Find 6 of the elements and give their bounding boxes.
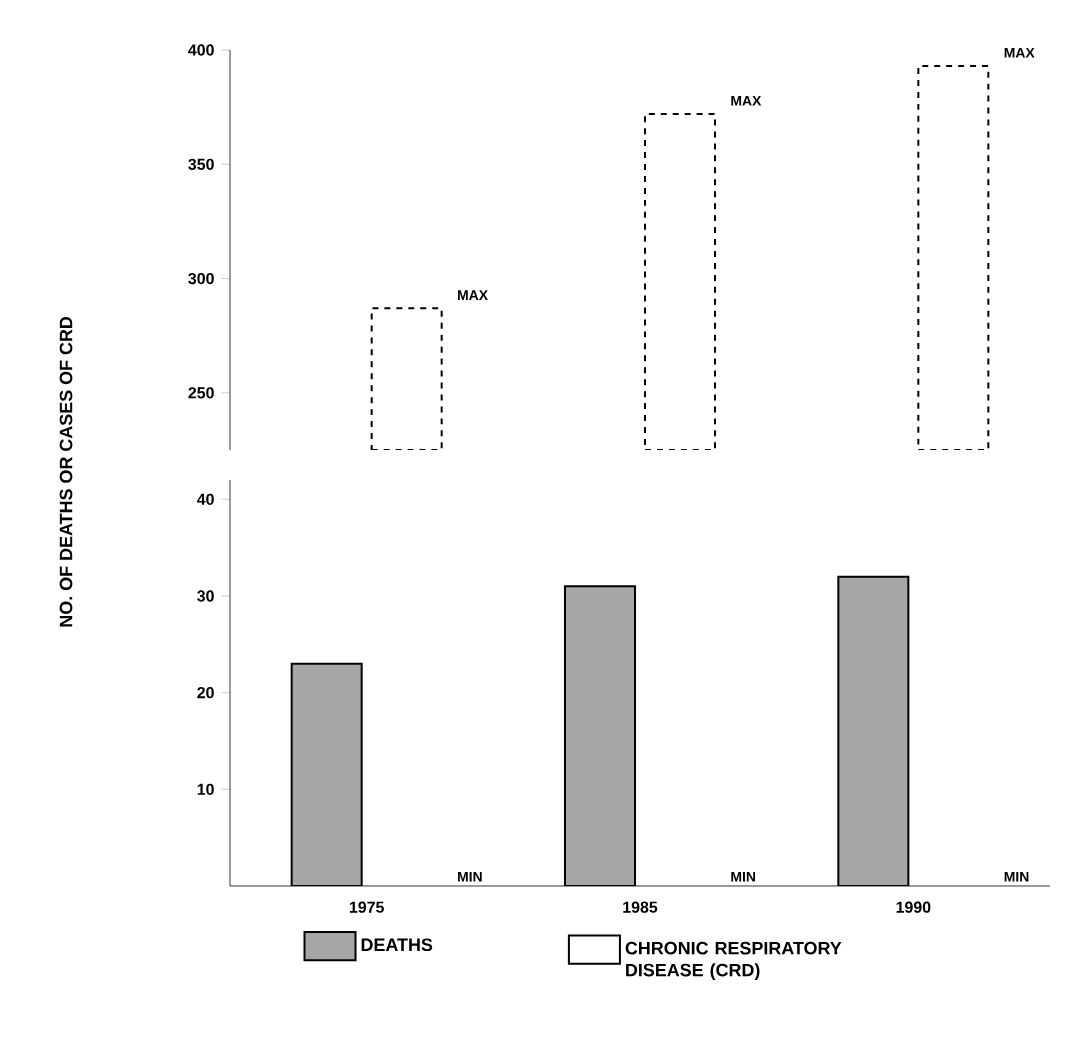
bar — [564, 585, 636, 886]
text: CHRONIC RESPIRATORY DISEASE (CRD) — [625, 941, 842, 980]
y-axis-title: NO. OF DEATHS OR CASES OF CRD — [59, 316, 73, 627]
bar — [837, 575, 910, 886]
bar — [290, 662, 363, 886]
legend-label: DEATHS — [361, 938, 433, 952]
